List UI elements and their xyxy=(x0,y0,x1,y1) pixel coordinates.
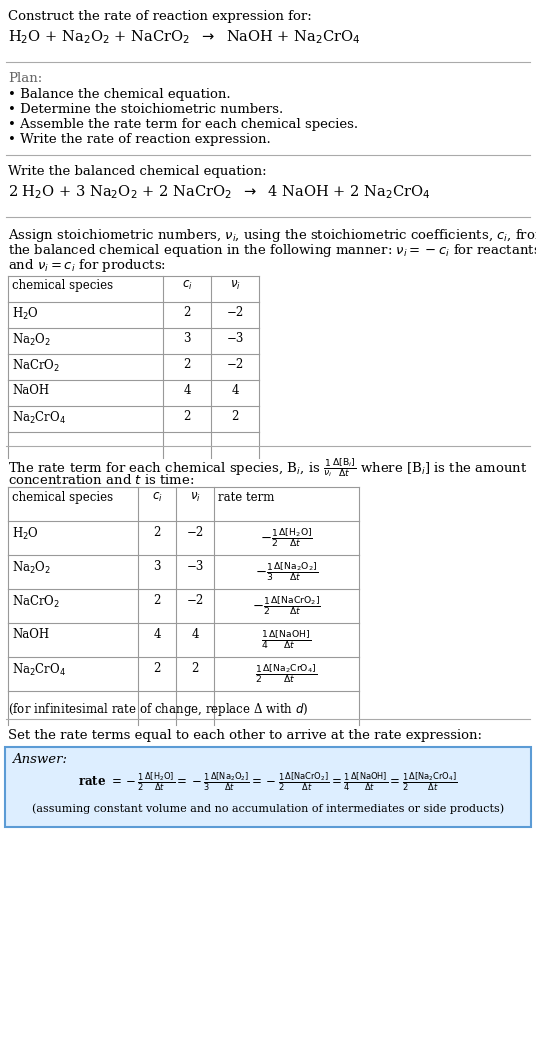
Text: Na$_2$CrO$_4$: Na$_2$CrO$_4$ xyxy=(12,662,66,679)
Text: NaCrO$_2$: NaCrO$_2$ xyxy=(12,358,60,374)
Text: 2: 2 xyxy=(153,594,161,607)
Text: Assign stoichiometric numbers, $\nu_i$, using the stoichiometric coefficients, $: Assign stoichiometric numbers, $\nu_i$, … xyxy=(8,227,536,244)
Text: • Balance the chemical equation.: • Balance the chemical equation. xyxy=(8,88,230,101)
Text: (assuming constant volume and no accumulation of intermediates or side products): (assuming constant volume and no accumul… xyxy=(32,803,504,813)
Text: • Write the rate of reaction expression.: • Write the rate of reaction expression. xyxy=(8,133,271,146)
Text: rate $= -\frac{1}{2}\frac{\Delta[\mathrm{H_2O}]}{\Delta t} = -\frac{1}{3}\frac{\: rate $= -\frac{1}{2}\frac{\Delta[\mathrm… xyxy=(78,772,458,793)
Text: $c_i$: $c_i$ xyxy=(182,279,192,292)
Text: H$_2$O + Na$_2$O$_2$ + NaCrO$_2$  $\rightarrow$  NaOH + Na$_2$CrO$_4$: H$_2$O + Na$_2$O$_2$ + NaCrO$_2$ $\right… xyxy=(8,28,361,46)
Text: 3: 3 xyxy=(183,332,191,345)
Text: −3: −3 xyxy=(226,332,244,345)
Text: Set the rate terms equal to each other to arrive at the rate expression:: Set the rate terms equal to each other t… xyxy=(8,729,482,742)
Text: $\frac{1}{4}\frac{\Delta[\mathrm{NaOH}]}{\Delta t}$: $\frac{1}{4}\frac{\Delta[\mathrm{NaOH}]}… xyxy=(262,628,311,651)
Text: −2: −2 xyxy=(226,358,244,371)
Text: chemical species: chemical species xyxy=(12,279,113,292)
Text: chemical species: chemical species xyxy=(12,491,113,504)
Text: NaOH: NaOH xyxy=(12,628,49,641)
Text: $\nu_i$: $\nu_i$ xyxy=(190,491,200,504)
Text: $\frac{1}{2}\frac{\Delta[\mathrm{Na_2CrO_4}]}{\Delta t}$: $\frac{1}{2}\frac{\Delta[\mathrm{Na_2CrO… xyxy=(255,663,318,686)
Text: $-\frac{1}{2}\frac{\Delta[\mathrm{H_2O}]}{\Delta t}$: $-\frac{1}{2}\frac{\Delta[\mathrm{H_2O}]… xyxy=(260,526,313,549)
Text: −2: −2 xyxy=(226,306,244,319)
Text: 2: 2 xyxy=(183,410,191,423)
Text: and $\nu_i = c_i$ for products:: and $\nu_i = c_i$ for products: xyxy=(8,257,166,274)
Text: Construct the rate of reaction expression for:: Construct the rate of reaction expressio… xyxy=(8,10,312,23)
Text: $-\frac{1}{2}\frac{\Delta[\mathrm{NaCrO_2}]}{\Delta t}$: $-\frac{1}{2}\frac{\Delta[\mathrm{NaCrO_… xyxy=(252,594,321,617)
Text: Na$_2$O$_2$: Na$_2$O$_2$ xyxy=(12,560,51,576)
Text: 2: 2 xyxy=(153,662,161,675)
Text: the balanced chemical equation in the following manner: $\nu_i = -c_i$ for react: the balanced chemical equation in the fo… xyxy=(8,242,536,259)
Text: Write the balanced chemical equation:: Write the balanced chemical equation: xyxy=(8,165,266,177)
Text: The rate term for each chemical species, B$_i$, is $\frac{1}{\nu_i}\frac{\Delta[: The rate term for each chemical species,… xyxy=(8,456,527,479)
Text: −2: −2 xyxy=(187,526,204,539)
Text: NaCrO$_2$: NaCrO$_2$ xyxy=(12,594,60,610)
Text: −2: −2 xyxy=(187,594,204,607)
Text: 4: 4 xyxy=(153,628,161,641)
Text: NaOH: NaOH xyxy=(12,384,49,397)
Text: 2: 2 xyxy=(183,306,191,319)
Text: $-\frac{1}{3}\frac{\Delta[\mathrm{Na_2O_2}]}{\Delta t}$: $-\frac{1}{3}\frac{\Delta[\mathrm{Na_2O_… xyxy=(255,561,318,584)
Text: 4: 4 xyxy=(191,628,199,641)
Text: −3: −3 xyxy=(187,560,204,573)
Text: 2: 2 xyxy=(183,358,191,371)
Text: 2: 2 xyxy=(191,662,199,675)
Text: • Assemble the rate term for each chemical species.: • Assemble the rate term for each chemic… xyxy=(8,118,358,130)
Text: 4: 4 xyxy=(183,384,191,397)
Text: 3: 3 xyxy=(153,560,161,573)
Text: (for infinitesimal rate of change, replace Δ with $d$): (for infinitesimal rate of change, repla… xyxy=(8,701,308,718)
Text: 2: 2 xyxy=(232,410,239,423)
Text: H$_2$O: H$_2$O xyxy=(12,306,39,323)
Text: $c_i$: $c_i$ xyxy=(152,491,162,504)
Text: Plan:: Plan: xyxy=(8,72,42,85)
Text: Na$_2$O$_2$: Na$_2$O$_2$ xyxy=(12,332,51,348)
Text: 2 H$_2$O + 3 Na$_2$O$_2$ + 2 NaCrO$_2$  $\rightarrow$  4 NaOH + 2 Na$_2$CrO$_4$: 2 H$_2$O + 3 Na$_2$O$_2$ + 2 NaCrO$_2$ $… xyxy=(8,183,430,200)
Text: H$_2$O: H$_2$O xyxy=(12,526,39,542)
FancyBboxPatch shape xyxy=(5,748,531,827)
Text: $\nu_i$: $\nu_i$ xyxy=(229,279,241,292)
Text: 4: 4 xyxy=(231,384,239,397)
Text: Na$_2$CrO$_4$: Na$_2$CrO$_4$ xyxy=(12,410,66,426)
Text: rate term: rate term xyxy=(218,491,274,504)
Text: concentration and $t$ is time:: concentration and $t$ is time: xyxy=(8,473,195,487)
Text: 2: 2 xyxy=(153,526,161,539)
Text: Answer:: Answer: xyxy=(12,753,67,766)
Text: • Determine the stoichiometric numbers.: • Determine the stoichiometric numbers. xyxy=(8,103,283,116)
